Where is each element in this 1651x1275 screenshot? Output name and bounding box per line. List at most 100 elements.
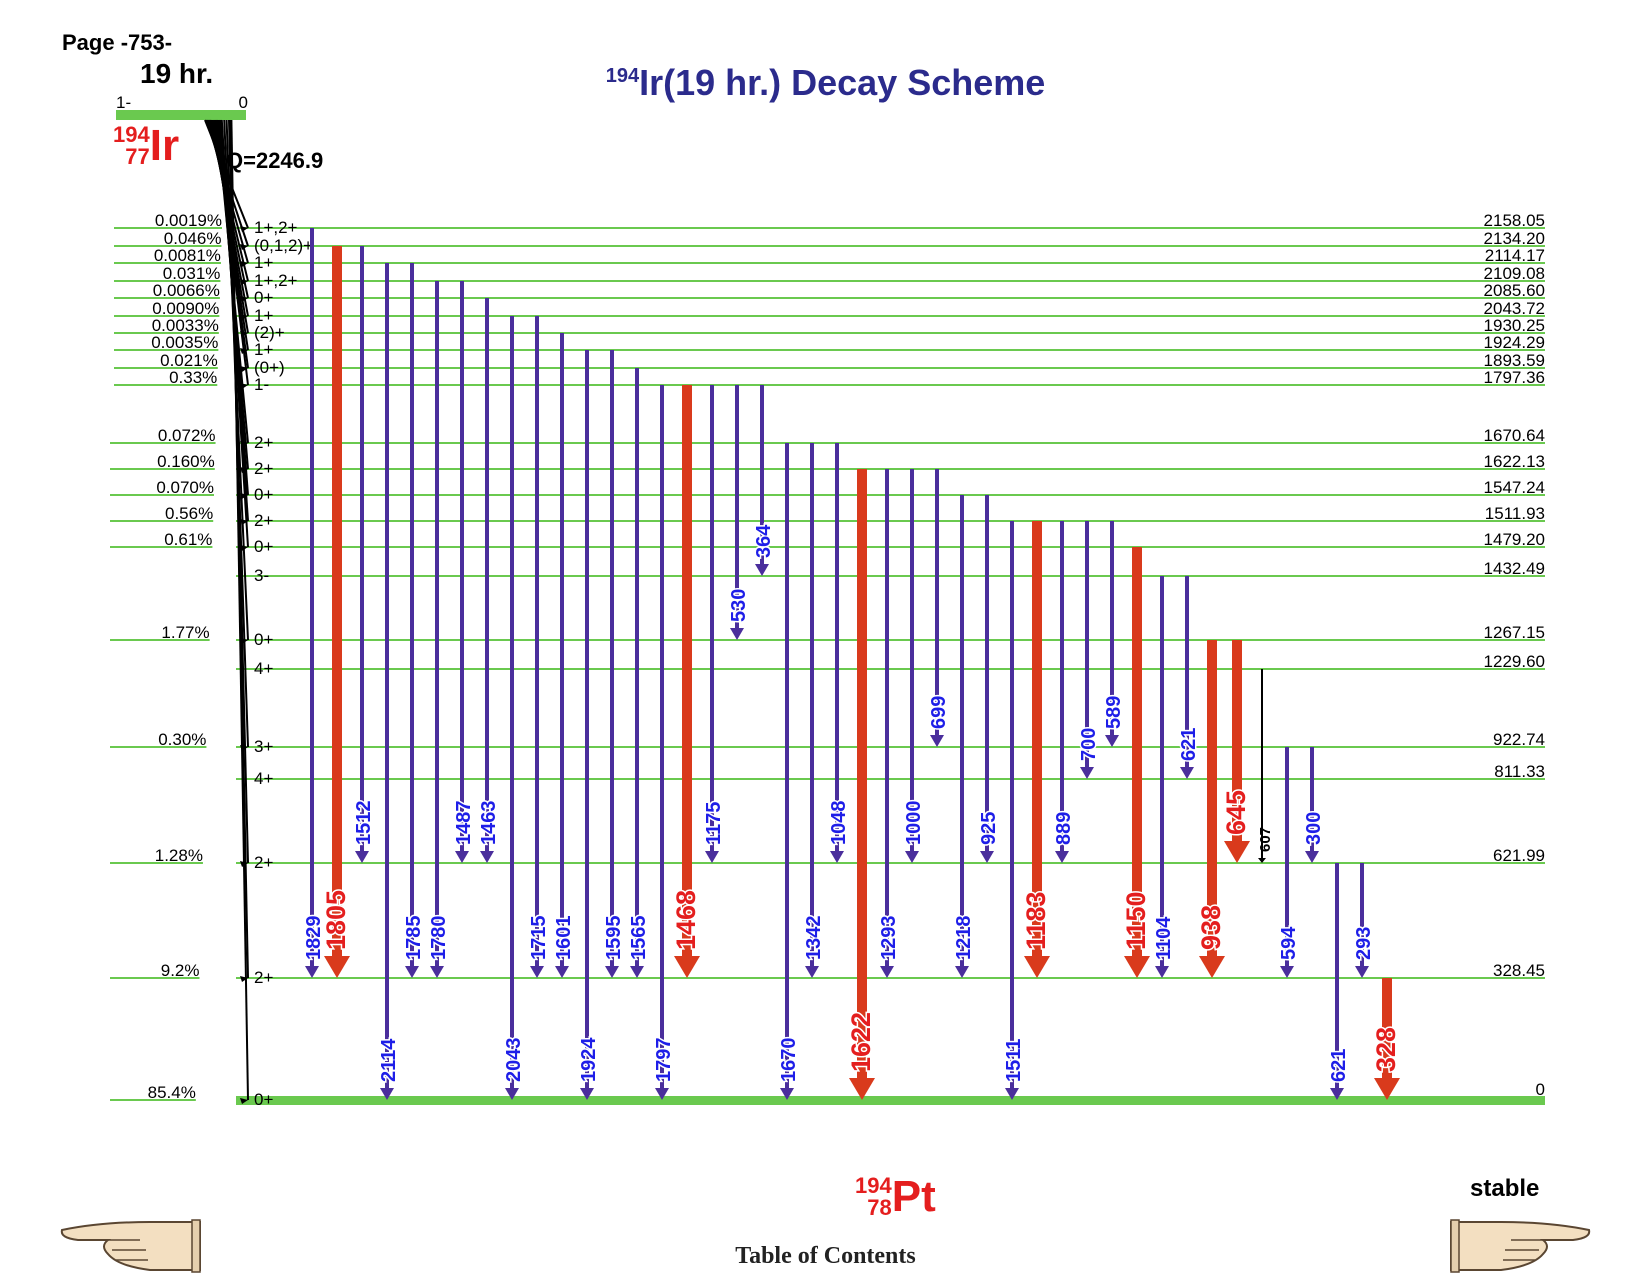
ground-state-level-line xyxy=(236,1096,1545,1105)
feed-intensity-label: 0.031% xyxy=(163,264,221,283)
pointing-hand-right-icon[interactable] xyxy=(1450,1219,1591,1273)
gamma-arrowhead xyxy=(905,851,919,863)
feed-intensity-label: 0.30% xyxy=(158,730,206,749)
gamma-energy-label: 1565 xyxy=(628,916,650,961)
gamma-energy-label: 1150 xyxy=(1121,891,1151,950)
level-spin-label: 0+ xyxy=(254,288,273,307)
gamma-arrowhead xyxy=(305,966,319,978)
level-energy-label: 1893.59 xyxy=(1484,351,1545,370)
gamma-energy-label: 328 xyxy=(1371,1027,1401,1072)
pointing-hand-left-icon[interactable] xyxy=(60,1219,201,1273)
feed-intensity-label: 9.2% xyxy=(161,961,200,980)
gamma-energy-label: 1175 xyxy=(703,802,725,845)
gamma-energy-label: 1463 xyxy=(478,801,500,846)
daughter-nuclide: 194 78 Pt xyxy=(855,1175,936,1219)
parent-atomic-number: 77 xyxy=(125,144,150,169)
level-spin-label: 2+ xyxy=(254,433,273,452)
feed-intensity-label: 0.072% xyxy=(158,426,216,445)
gamma-arrowhead xyxy=(1080,767,1094,779)
gamma-arrowhead xyxy=(755,564,769,576)
beta-feeding-group: 0.0019%0.046%0.0081%0.031%0.0066%0.0090%… xyxy=(110,119,249,1104)
level-energy-label: 328.45 xyxy=(1493,961,1545,980)
level-spin-label: 0+ xyxy=(254,1090,273,1109)
gamma-arrowhead xyxy=(555,966,569,978)
level-energy-label: 1670.64 xyxy=(1484,426,1545,445)
gamma-energy-label: 1715 xyxy=(528,916,550,961)
gamma-arrowhead xyxy=(1224,841,1250,863)
level-energy-label: 2134.20 xyxy=(1484,229,1545,248)
gamma-arrowhead xyxy=(1199,956,1225,978)
gamma-arrowhead xyxy=(430,966,444,978)
gamma-arrowhead xyxy=(880,966,894,978)
gamma-energy-label: 300 xyxy=(1303,812,1325,845)
parent-spin: 1- xyxy=(116,93,131,112)
table-of-contents-link[interactable]: Table of Contents xyxy=(735,1243,916,1269)
gamma-arrowhead xyxy=(830,851,844,863)
parent-symbol: Ir xyxy=(149,121,180,170)
gamma-energy-label: 621 xyxy=(1178,728,1200,761)
page-title: 194Ir(19 hr.) Decay Scheme xyxy=(0,62,1651,104)
gamma-energy-label: 621 xyxy=(1328,1049,1350,1082)
level-energy-label: 1924.29 xyxy=(1484,333,1545,352)
gamma-arrowhead xyxy=(380,1088,394,1100)
feed-intensity-label: 1.77% xyxy=(161,623,209,642)
stability-label: stable xyxy=(1470,1175,1540,1202)
gamma-arrowhead xyxy=(1374,1078,1400,1100)
daughter-atomic-number: 78 xyxy=(867,1195,892,1220)
parent-level-bar xyxy=(116,110,246,120)
gamma-energy-label: 530 xyxy=(728,589,750,622)
gamma-energy-label: 699 xyxy=(928,696,950,729)
gamma-arrowhead xyxy=(405,966,419,978)
level-energy-label: 1547.24 xyxy=(1484,478,1545,497)
level-spin-label: 0+ xyxy=(254,537,273,556)
level-spin-label: 1+,2+ xyxy=(254,218,298,237)
level-spin-label: 1- xyxy=(254,375,269,394)
gamma-arrowhead xyxy=(1330,1088,1344,1100)
gamma-energy-label: 1622 xyxy=(846,1012,876,1072)
level-energy-label: 2043.72 xyxy=(1484,299,1545,318)
gamma-energy-label: 1601 xyxy=(553,916,575,961)
feed-intensity-label: 0.160% xyxy=(157,452,215,471)
gamma-arrowhead xyxy=(1305,851,1319,863)
gamma-arrowhead xyxy=(1005,1088,1019,1100)
level-energy-label: 2114.17 xyxy=(1485,246,1545,265)
level-spin-label: 1+ xyxy=(254,253,273,272)
gamma-energy-label: 1342 xyxy=(803,916,825,961)
level-energy-label: 922.74 xyxy=(1493,730,1545,749)
gamma-energy-label: 1805 xyxy=(321,890,351,950)
gamma-arrowhead xyxy=(505,1088,519,1100)
gamma-energy-label: 1511 xyxy=(1003,1039,1025,1082)
beta-branch-line xyxy=(230,119,249,1101)
gamma-energy-label: 1183 xyxy=(1021,891,1051,950)
parent-energy: 0 xyxy=(239,93,248,112)
gamma-arrowhead xyxy=(1055,851,1069,863)
level-spin-label: 2+ xyxy=(254,511,273,530)
feed-intensity-label: 85.4% xyxy=(148,1083,196,1102)
gamma-arrowhead xyxy=(580,1088,594,1100)
gamma-arrowhead xyxy=(1180,767,1194,779)
gamma-energy-label: 700 xyxy=(1078,728,1100,761)
feed-intensity-label: 0.61% xyxy=(164,530,212,549)
gamma-arrowhead xyxy=(730,628,744,640)
level-energy-label: 811.33 xyxy=(1494,762,1545,781)
level-energy-label: 1432.49 xyxy=(1484,559,1545,578)
feed-intensity-label: 0.070% xyxy=(156,478,214,497)
gamma-energy-label: 938 xyxy=(1196,905,1226,950)
level-energy-label: 1229.60 xyxy=(1484,652,1545,671)
level-energy-label: 1511.93 xyxy=(1485,504,1545,523)
feed-intensity-label: 0.021% xyxy=(160,351,218,370)
feed-intensity-label: 1.28% xyxy=(155,846,203,865)
gamma-arrowhead xyxy=(655,1088,669,1100)
feed-intensity-label: 0.0090% xyxy=(152,299,219,318)
feed-intensity-label: 0.0019% xyxy=(155,211,222,230)
level-spin-label: 3+ xyxy=(254,737,273,756)
gamma-arrowhead xyxy=(980,851,994,863)
gamma-energy-label: 1468 xyxy=(671,890,701,950)
gamma-arrowhead xyxy=(1105,735,1119,747)
gamma-energy-label: 1104 xyxy=(1153,916,1175,960)
level-energy-label: 1479.20 xyxy=(1484,530,1545,549)
gamma-energy-label: 1785 xyxy=(403,916,425,961)
gamma-arrowhead xyxy=(780,1088,794,1100)
